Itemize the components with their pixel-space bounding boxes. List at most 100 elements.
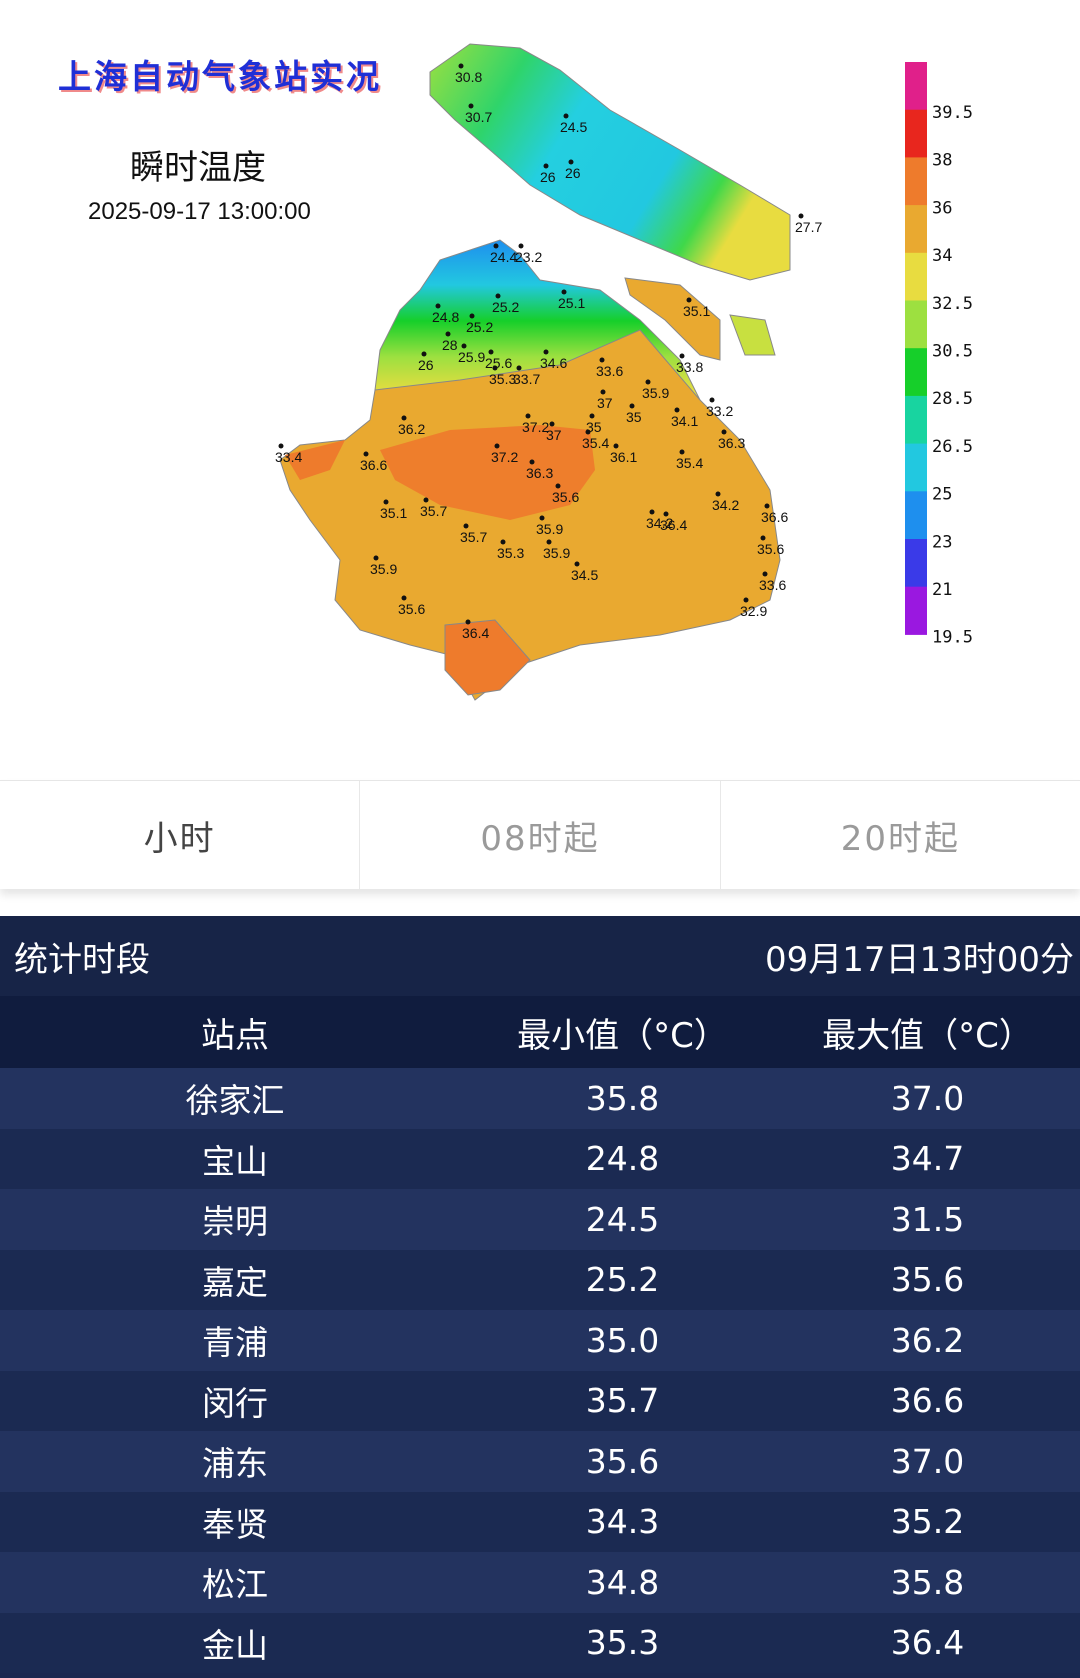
- station-value: 28: [442, 337, 458, 353]
- station-value: 35.9: [536, 521, 563, 537]
- tab-since-08[interactable]: 08时起: [360, 781, 721, 889]
- station-value: 35.4: [582, 435, 609, 451]
- legend-band: [905, 348, 927, 397]
- header-station: 站点: [201, 1015, 269, 1056]
- cell-min: 35.8: [585, 1078, 660, 1118]
- station-value: 37: [546, 427, 562, 443]
- hot-zone-west: [285, 440, 345, 480]
- cell-max: 35.8: [890, 1562, 965, 1602]
- station-dot: [645, 379, 651, 385]
- legend-label: 28.5: [932, 389, 973, 409]
- station-value: 34.2: [646, 515, 673, 531]
- station-value: 23.2: [515, 249, 542, 265]
- cell-min: 25.2: [585, 1260, 660, 1300]
- station-value: 35.6: [552, 489, 579, 505]
- legend-band: [905, 586, 927, 635]
- temperature-map-panel: 30.8 30.7 24.5 26 26 27.7 24.4 23.2 24.8 25.2 25.1…: [0, 0, 1080, 778]
- station-dot: [518, 243, 524, 249]
- station-dot: [516, 365, 522, 371]
- station-value: 35.9: [370, 561, 397, 577]
- legend-label: 36: [932, 198, 952, 218]
- legend-label: 32.5: [932, 294, 973, 314]
- station-dot: [363, 451, 369, 457]
- cell-max: 37.0: [890, 1078, 965, 1118]
- legend-label: 25: [932, 485, 952, 505]
- station-dot: [495, 293, 501, 299]
- period-row: 统计时段 09月17日13时00分: [0, 916, 1080, 996]
- station-value: 35.6: [757, 541, 784, 557]
- legend-label: 38: [932, 151, 952, 171]
- station-value: 25.1: [558, 295, 585, 311]
- table-header: 站点 最小值（°C） 最大值（°C）: [0, 996, 1080, 1068]
- tab-since-20[interactable]: 20时起: [840, 818, 960, 859]
- station-dot: [435, 303, 441, 309]
- station-dot: [743, 597, 749, 603]
- hot-zone: [380, 425, 595, 520]
- cell-station: 崇明: [202, 1202, 268, 1242]
- legend-band: [905, 539, 927, 588]
- station-dot: [525, 413, 531, 419]
- cell-max: 31.5: [890, 1199, 965, 1239]
- station-value: 33.6: [596, 363, 623, 379]
- legend-band: [905, 205, 927, 254]
- station-value: 35: [626, 409, 642, 425]
- station-dot: [465, 619, 471, 625]
- changxing-island: [624, 277, 721, 361]
- legend-label: 21: [932, 580, 952, 600]
- station-value: 35.9: [642, 385, 669, 401]
- legend-label: 30.5: [932, 342, 973, 362]
- station-dot: [463, 523, 469, 529]
- station-value: 35.9: [543, 545, 570, 561]
- cell-min: 24.8: [585, 1139, 660, 1179]
- cell-station: 浦东: [202, 1444, 268, 1484]
- station-value: 26: [418, 357, 434, 373]
- table-row: 松江 34.8 35.8: [0, 1552, 1080, 1613]
- station-value: 33.4: [275, 449, 302, 465]
- station-value: 37.2: [491, 449, 518, 465]
- table-row: 闵行 35.7 36.6: [0, 1370, 1080, 1431]
- cell-station: 宝山: [202, 1141, 268, 1181]
- station-value: 34.6: [540, 355, 567, 371]
- station-dot: [445, 331, 451, 337]
- hengsha-island: [729, 314, 776, 356]
- station-value: 33.8: [676, 359, 703, 375]
- station-value: 36.2: [398, 421, 425, 437]
- station-value: 26: [540, 169, 556, 185]
- station-value: 36.1: [610, 449, 637, 465]
- tab-hourly[interactable]: 小时: [0, 781, 361, 889]
- station-dot: [401, 415, 407, 421]
- station-value: 35.1: [380, 505, 407, 521]
- station-value: 35.6: [398, 601, 425, 617]
- station-value: 36.3: [526, 465, 553, 481]
- station-value: 36.4: [462, 625, 489, 641]
- station-dot: [488, 349, 494, 355]
- legend-band: [905, 109, 927, 158]
- station-dot: [500, 539, 506, 545]
- legend-label: 39.5: [932, 103, 973, 123]
- table-row: 宝山 24.8 34.7: [0, 1128, 1080, 1189]
- table-row: 金山 35.3 36.4: [0, 1612, 1080, 1673]
- station-dot: [469, 313, 475, 319]
- table-row: 徐家汇 35.8 37.0: [0, 1068, 1080, 1129]
- station-dot: [798, 213, 804, 219]
- legend-label: 23: [932, 532, 952, 552]
- station-dot: [561, 289, 567, 295]
- station-dot: [629, 403, 635, 409]
- cell-max: 36.4: [890, 1623, 965, 1663]
- station-value: 33.7: [513, 371, 540, 387]
- station-value: 35.3: [489, 371, 516, 387]
- station-value: 32.9: [740, 603, 767, 619]
- color-legend: 39.5 38 36 34 32.5 30.5 28.5 26.5 25 23 21 19.5: [905, 62, 973, 648]
- cell-min: 34.8: [585, 1562, 660, 1602]
- station-value: 25.2: [492, 299, 519, 315]
- station-dot: [721, 429, 727, 435]
- station-dot: [543, 163, 549, 169]
- station-dot: [613, 443, 619, 449]
- table-row: 青浦 35.0 36.2: [0, 1310, 1080, 1371]
- station-value: 34.1: [671, 413, 698, 429]
- cell-station: 青浦: [202, 1323, 268, 1363]
- station-value: 35.3: [497, 545, 524, 561]
- station-dot: [546, 539, 552, 545]
- station-dot: [679, 449, 685, 455]
- cell-max: 35.2: [890, 1502, 965, 1542]
